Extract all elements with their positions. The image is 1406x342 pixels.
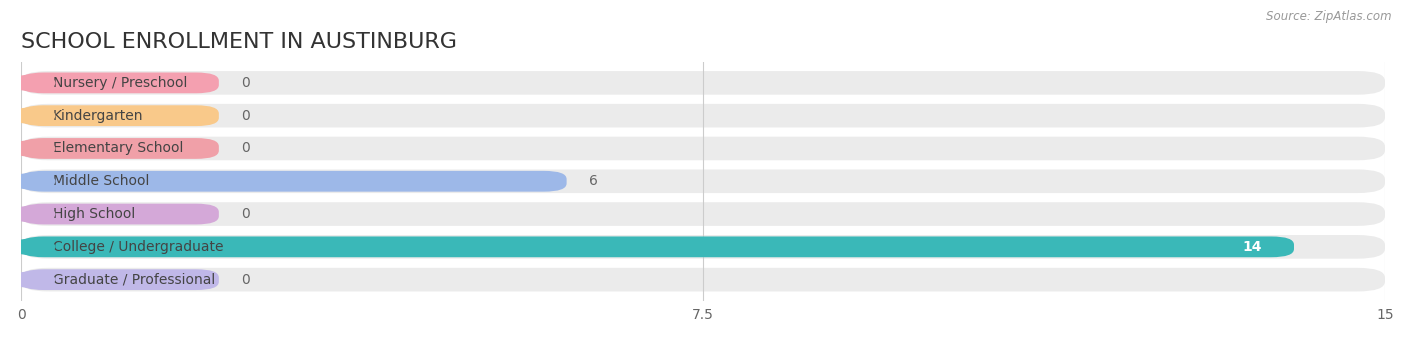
Circle shape <box>11 239 55 255</box>
Text: Kindergarten: Kindergarten <box>53 109 143 123</box>
FancyBboxPatch shape <box>21 137 1385 160</box>
Text: College / Undergraduate: College / Undergraduate <box>53 240 224 254</box>
Text: Elementary School: Elementary School <box>53 142 183 156</box>
Text: 0: 0 <box>242 273 250 287</box>
FancyBboxPatch shape <box>21 268 1385 291</box>
FancyBboxPatch shape <box>21 138 219 159</box>
FancyBboxPatch shape <box>21 235 1385 259</box>
FancyBboxPatch shape <box>21 236 1294 257</box>
Circle shape <box>11 173 55 189</box>
Text: High School: High School <box>53 207 135 221</box>
FancyBboxPatch shape <box>21 269 219 290</box>
FancyBboxPatch shape <box>21 169 1385 193</box>
FancyBboxPatch shape <box>21 104 1385 128</box>
Text: 0: 0 <box>242 76 250 90</box>
Circle shape <box>11 206 55 222</box>
Circle shape <box>11 75 55 91</box>
Text: Middle School: Middle School <box>53 174 149 188</box>
Text: 0: 0 <box>242 109 250 123</box>
FancyBboxPatch shape <box>21 73 219 93</box>
FancyBboxPatch shape <box>21 204 219 224</box>
Text: 0: 0 <box>242 207 250 221</box>
Text: Nursery / Preschool: Nursery / Preschool <box>53 76 187 90</box>
FancyBboxPatch shape <box>21 202 1385 226</box>
Text: 6: 6 <box>589 174 598 188</box>
Circle shape <box>11 272 55 288</box>
Text: SCHOOL ENROLLMENT IN AUSTINBURG: SCHOOL ENROLLMENT IN AUSTINBURG <box>21 32 457 52</box>
Text: Graduate / Professional: Graduate / Professional <box>53 273 215 287</box>
Text: 14: 14 <box>1243 240 1263 254</box>
FancyBboxPatch shape <box>21 105 219 126</box>
FancyBboxPatch shape <box>21 71 1385 95</box>
Text: 0: 0 <box>242 142 250 156</box>
Text: Source: ZipAtlas.com: Source: ZipAtlas.com <box>1267 10 1392 23</box>
Circle shape <box>11 108 55 123</box>
Circle shape <box>11 141 55 156</box>
FancyBboxPatch shape <box>21 171 567 192</box>
